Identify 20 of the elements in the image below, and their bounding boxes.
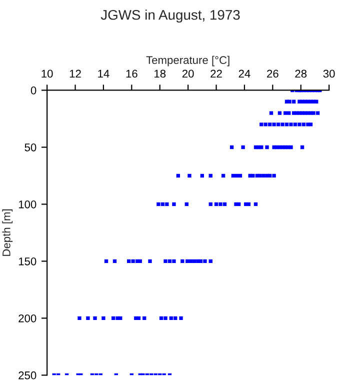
y-tick-label: 100 — [18, 200, 36, 208]
x-tick-label: 10 — [42, 70, 53, 78]
x-tick-label: 12 — [70, 70, 81, 78]
x-tick-label: 26 — [267, 70, 278, 78]
x-tick-label: 14 — [98, 70, 110, 78]
chart-title: JGWS in August, 1973 — [100, 10, 240, 23]
y-tick-label: 150 — [18, 257, 36, 266]
y-tick-label: 50 — [24, 143, 36, 152]
x-tick-label: 22 — [210, 70, 222, 78]
x-tick-label: 24 — [238, 70, 250, 78]
y-tick-label: 250 — [18, 371, 36, 380]
y-axis-title: Depth [m] — [2, 209, 13, 256]
y-tick-label: 200 — [18, 314, 36, 322]
x-tick-label: 18 — [154, 70, 166, 78]
x-tick-label: 16 — [126, 70, 138, 78]
x-tick-label: 20 — [182, 70, 194, 78]
y-tick-label: 0 — [30, 86, 36, 94]
x-tick-label: 28 — [295, 70, 307, 78]
x-tick-label: 30 — [323, 70, 335, 78]
x-axis-title: Temperature [°C] — [146, 56, 230, 66]
